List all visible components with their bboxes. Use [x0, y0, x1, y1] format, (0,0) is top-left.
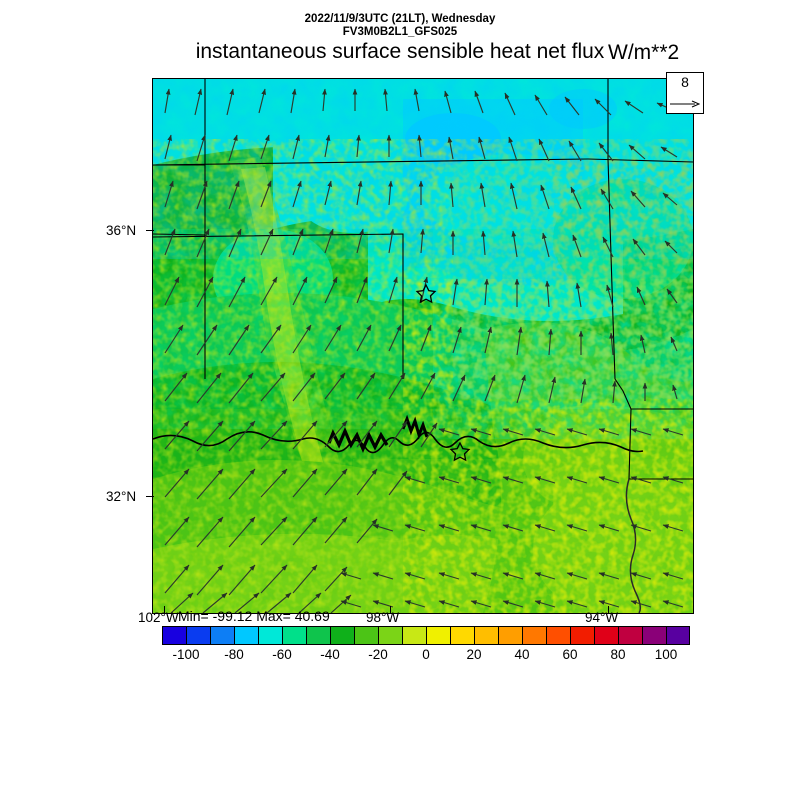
- colorbar-cell: [234, 626, 258, 645]
- vector-reference-value: 8: [681, 74, 689, 90]
- timestamp-header: 2022/11/9/3UTC (21LT), Wednesday: [304, 13, 496, 25]
- colorbar-tick-label: -80: [224, 647, 244, 662]
- colorbar-tick-label: -100: [172, 647, 200, 662]
- lon-label-102: 102°W: [138, 610, 179, 625]
- colorbar-cell: [258, 626, 282, 645]
- colorbar-cell: [306, 626, 330, 645]
- colorbar-cell: [474, 626, 498, 645]
- colorbar-cell: [594, 626, 618, 645]
- lat-tick-36: [146, 230, 154, 231]
- colorbar-cell: [282, 626, 306, 645]
- colorbar-cell: [210, 626, 234, 645]
- lat-label-32: 32°N: [106, 489, 137, 504]
- colorbar-cell: [666, 626, 690, 645]
- colorbar-cell: [570, 626, 594, 645]
- lat-tick-32: [146, 496, 154, 497]
- colorbar-cell: [642, 626, 666, 645]
- colorbar-cell: [162, 626, 186, 645]
- colorbar-tick-labels: -100 -80 -60 -40 -20 0 20 40 60 80 100: [0, 647, 800, 665]
- colorbar-cell: [498, 626, 522, 645]
- lon-tick-94: [608, 606, 609, 614]
- heatmap-canvas: [153, 79, 693, 613]
- lon-tick-102: [164, 606, 165, 614]
- colorbar-tick-label: 40: [514, 647, 530, 662]
- lon-label-94: 94°W: [585, 610, 619, 625]
- colorbar-tick-label: 20: [466, 647, 482, 662]
- colorbar-tick-label: 80: [610, 647, 626, 662]
- colorbar-cell: [450, 626, 474, 645]
- colorbar-cell: [618, 626, 642, 645]
- colorbar-tick-label: -60: [272, 647, 292, 662]
- east-texas-river: [625, 478, 642, 613]
- lat-label-36: 36°N: [106, 223, 137, 238]
- units-label: W/m**2: [608, 41, 680, 64]
- colorbar-cell: [378, 626, 402, 645]
- map-plot-area[interactable]: [152, 78, 694, 614]
- station-markers: [415, 283, 471, 462]
- vector-reference-key: 8: [666, 72, 704, 114]
- min-max-annotation: Min= -99.12 Max= 40.69: [178, 608, 330, 624]
- colorbar-cell: [354, 626, 378, 645]
- arrow-right-icon: [670, 100, 700, 108]
- colorbar-cell: [330, 626, 354, 645]
- page-title: instantaneous surface sensible heat net …: [195, 40, 605, 63]
- lon-tick-98: [390, 606, 391, 614]
- colorbar-tick-label: 100: [654, 647, 678, 662]
- colorbar-cell: [186, 626, 210, 645]
- lon-label-98: 98°W: [366, 610, 400, 625]
- colorbar-tick-label: -20: [368, 647, 388, 662]
- wind-vector-field: [164, 88, 684, 613]
- state-boundaries: [153, 79, 693, 480]
- colorbar-cell: [546, 626, 570, 645]
- colorbar: [162, 626, 690, 645]
- colorbar-tick-label: 60: [562, 647, 578, 662]
- colorbar-cell: [426, 626, 450, 645]
- model-name-header: FV3M0B2L1_GFS025: [342, 26, 458, 38]
- colorbar-cell: [522, 626, 546, 645]
- colorbar-cell: [402, 626, 426, 645]
- colorbar-tick-label: -40: [320, 647, 340, 662]
- colorbar-tick-label: 0: [422, 647, 430, 662]
- red-river-boundary: [153, 414, 644, 454]
